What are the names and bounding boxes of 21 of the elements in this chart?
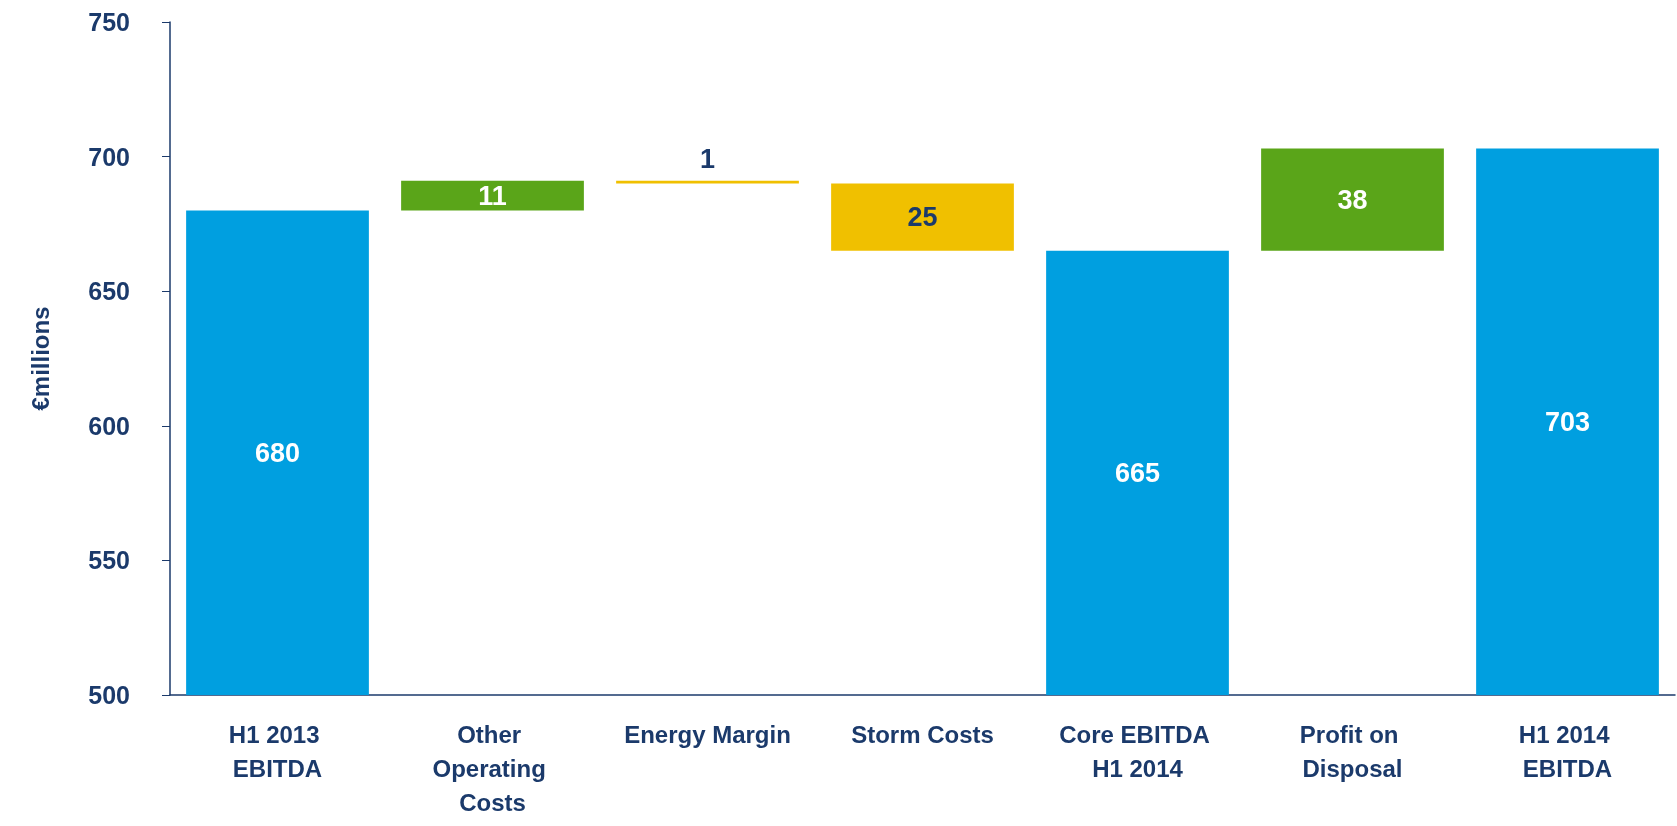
data-label: 1	[699, 144, 716, 175]
data-label: 38	[1337, 184, 1368, 215]
x-tick-label: H1 2013 EBITDA	[228, 720, 327, 782]
data-label: 11	[478, 180, 507, 211]
data-label: 703	[1544, 406, 1591, 437]
data-label: 665	[1114, 457, 1161, 488]
y-axis-title: €millions	[26, 306, 54, 411]
x-tick-label: Other Operating Costs	[432, 720, 553, 816]
y-tick-label: 600	[88, 411, 130, 440]
x-tick-label: Energy Margin	[624, 720, 791, 748]
x-tick-label: Storm Costs	[851, 720, 994, 748]
y-tick-label: 650	[88, 277, 130, 306]
y-tick-label: 700	[88, 142, 130, 171]
y-tick-label: 550	[88, 546, 130, 575]
x-tick-label: H1 2014 EBITDA	[1518, 720, 1617, 782]
x-tick-label: Profit on Disposal	[1299, 720, 1406, 782]
data-label: 25	[907, 202, 938, 233]
y-tick-label: 500	[88, 681, 130, 709]
x-tick-label: Core EBITDA H1 2014	[1059, 720, 1216, 782]
data-label: 680	[254, 437, 301, 468]
y-tick-label: 750	[88, 8, 130, 36]
